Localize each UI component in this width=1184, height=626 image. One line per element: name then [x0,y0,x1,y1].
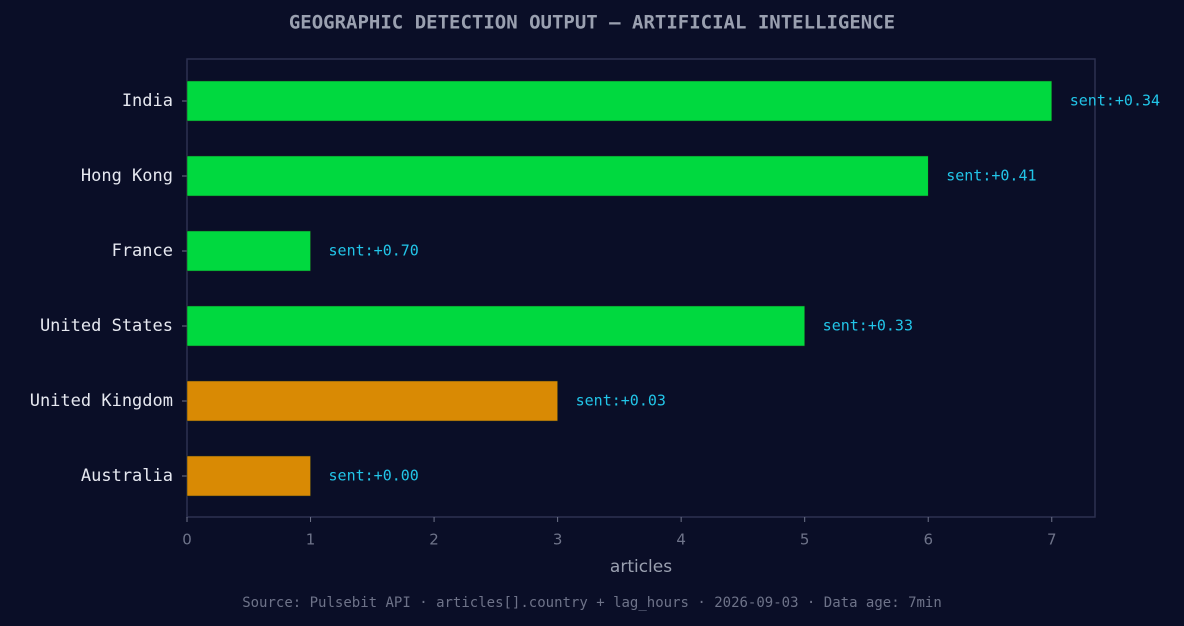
y-tick-label: United States [40,316,173,336]
bar-annotation: sent:+0.70 [329,242,419,260]
x-tick-label: 4 [676,531,686,549]
bar [186,305,805,347]
bar [186,155,929,197]
bar [186,230,311,272]
x-tick-label: 3 [553,531,563,549]
x-axis-label: articles [610,557,672,577]
x-tick-label: 1 [306,531,316,549]
y-tick-label: United Kingdom [30,391,173,411]
bar-annotation: sent:+0.41 [946,167,1036,185]
y-tick-label: Australia [81,466,173,486]
x-tick-label: 7 [1047,531,1057,549]
y-tick-label: Hong Kong [81,166,173,186]
x-tick-label: 5 [800,531,810,549]
bar [186,80,1053,122]
bar-annotation: sent:+0.03 [576,392,666,410]
bar-annotation: sent:+0.33 [823,317,913,335]
bar-annotation: sent:+0.34 [1070,92,1160,110]
chart-title: GEOGRAPHIC DETECTION OUTPUT — ARTIFICIAL… [289,12,895,34]
x-tick-label: 2 [429,531,439,549]
footer: Source: Pulsebit API · articles[].countr… [242,595,942,611]
x-tick-label: 0 [182,531,192,549]
y-tick-label: India [122,91,173,111]
bar [186,380,558,422]
plot-frame [186,58,1096,518]
y-tick-label: France [112,241,173,261]
x-tick-label: 6 [923,531,933,549]
bar [186,455,311,497]
bar-annotation: sent:+0.00 [329,467,419,485]
